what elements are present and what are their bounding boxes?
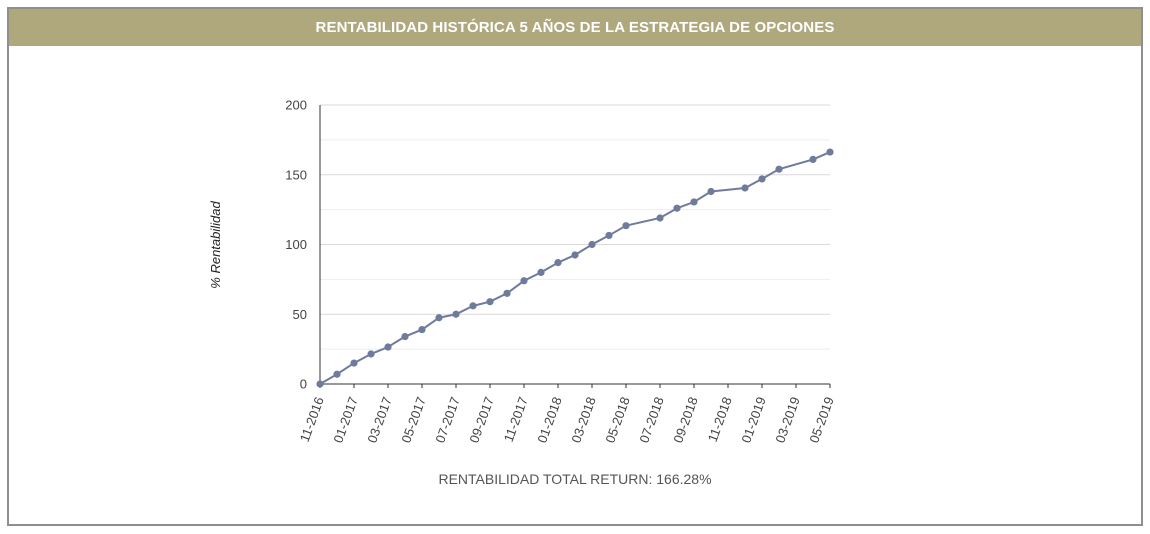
- x-tick-label: 09-2017: [466, 395, 496, 445]
- data-point: [673, 204, 681, 212]
- data-point: [554, 259, 562, 267]
- x-tick-label: 03-2019: [772, 395, 802, 445]
- data-point: [690, 198, 698, 206]
- data-point: [707, 187, 715, 196]
- x-tick-label: 05-2018: [602, 395, 632, 445]
- data-point: [741, 184, 749, 192]
- chart-title-banner: RENTABILIDAD HISTÓRICA 5 AÑOS DE LA ESTR…: [9, 9, 1141, 46]
- y-axis-title: % Rentabilidad: [208, 201, 223, 289]
- data-point: [520, 277, 528, 285]
- x-tick-label: 11-2017: [501, 395, 531, 444]
- data-point: [350, 359, 358, 367]
- data-point: [571, 251, 579, 259]
- data-point: [826, 148, 834, 156]
- y-tick-label: 100: [285, 237, 307, 252]
- x-tick-label: 07-2017: [432, 395, 462, 445]
- data-point: [469, 302, 477, 310]
- data-point: [605, 231, 613, 240]
- x-tick-label: 11-2016: [297, 395, 327, 444]
- x-tick-label: 11-2018: [705, 395, 735, 444]
- data-point: [775, 165, 783, 173]
- data-point: [452, 310, 460, 318]
- chart-panel: RENTABILIDAD HISTÓRICA 5 AÑOS DE LA ESTR…: [7, 7, 1143, 526]
- x-tick-label: 01-2017: [330, 395, 360, 445]
- data-point: [656, 214, 664, 222]
- y-tick-label: 200: [285, 98, 307, 113]
- data-point: [588, 240, 596, 249]
- y-tick-label: 150: [285, 167, 307, 182]
- x-tick-label: 07-2018: [636, 395, 666, 445]
- data-point: [316, 380, 324, 388]
- data-point: [367, 350, 375, 358]
- y-tick-label: 50: [293, 307, 307, 322]
- x-tick-label: 05-2017: [398, 395, 428, 445]
- data-point: [809, 155, 817, 164]
- series-line: [319, 151, 831, 385]
- data-point: [384, 343, 392, 351]
- x-tick-label: 03-2017: [364, 395, 394, 445]
- data-point: [333, 370, 341, 378]
- x-tick-label: 09-2018: [670, 395, 700, 445]
- data-point: [418, 325, 426, 334]
- data-point: [486, 298, 494, 306]
- x-tick-label: 01-2018: [534, 395, 564, 445]
- x-tick-label: 01-2019: [738, 395, 768, 445]
- x-tick-label: 03-2018: [568, 395, 598, 445]
- data-point: [503, 289, 511, 297]
- x-tick-label: 05-2019: [806, 395, 836, 445]
- total-return-label: RENTABILIDAD TOTAL RETURN: 166.28%: [438, 471, 712, 487]
- y-tick-label: 0: [300, 377, 307, 392]
- data-point: [537, 268, 545, 276]
- data-point: [435, 314, 443, 322]
- data-point: [758, 175, 766, 183]
- data-point: [401, 332, 409, 341]
- data-point: [622, 222, 630, 230]
